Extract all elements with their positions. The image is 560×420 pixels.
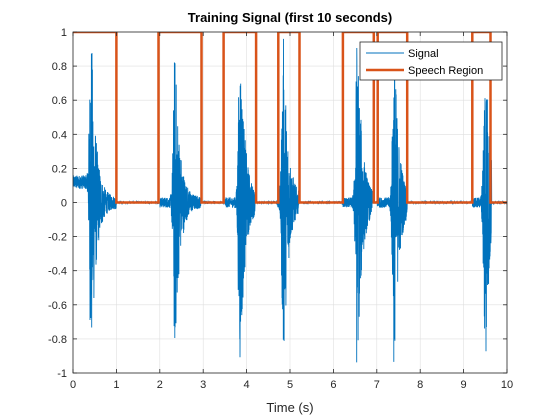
y-tick-labels: -1 -0.8 -0.6 -0.4 -0.2 0 0.2 0.4 0.6 0.8 1 [48,27,67,380]
x-axis-title: Time (s) [266,400,313,415]
x-tick-label: 5 [287,379,293,391]
x-tick-label: 0 [70,379,76,391]
y-tick-label: 0 [61,198,67,210]
legend-label-signal: Signal [408,48,439,60]
y-tick-label: -0.4 [48,266,67,278]
x-tick-label: 6 [330,379,336,391]
y-tick-label: 0.4 [52,129,67,141]
y-tick-label: 0.6 [52,95,67,107]
y-tick-label: 1 [61,27,67,39]
y-tick-label: 0.2 [52,163,67,175]
x-tick-label: 7 [374,379,380,391]
legend-box [359,41,503,81]
y-tick-label: -0.8 [48,334,67,346]
y-tick-label: -0.6 [48,300,67,312]
y-tick-label: -0.2 [48,232,67,244]
x-tick-label: 10 [501,379,513,391]
speech-region-line [73,32,507,204]
legend-label-speech-region: Speech Region [408,65,483,77]
x-tick-labels: 0 1 2 3 4 5 6 7 8 9 10 [70,379,513,391]
ticks [72,31,508,374]
x-tick-label: 8 [417,379,423,391]
legend[interactable]: Signal Speech Region [359,41,503,81]
x-tick-label: 4 [244,379,250,391]
chart-title: Training Signal (first 10 seconds) [188,10,392,25]
y-tick-label: -1 [57,368,67,380]
x-tick-label: 3 [200,379,206,391]
x-tick-label: 2 [157,379,163,391]
speech-region-series [73,32,507,204]
y-tick-label: 0.8 [52,61,67,73]
x-tick-label: 1 [113,379,119,391]
x-tick-label: 9 [461,379,467,391]
